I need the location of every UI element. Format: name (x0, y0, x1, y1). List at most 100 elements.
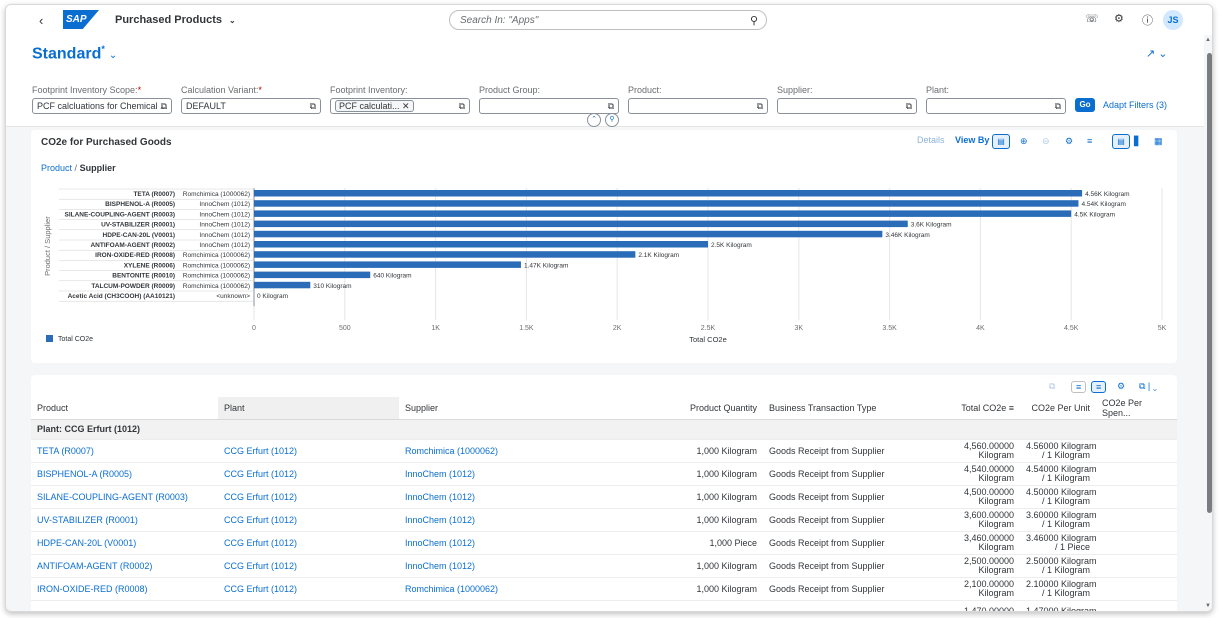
sap-logo[interactable]: SAP (63, 10, 99, 29)
product-link[interactable]: HDPE-CAN-20L (V0001) (31, 531, 218, 555)
token-remove-icon[interactable]: ✕ (402, 101, 410, 111)
bar[interactable] (254, 230, 883, 238)
chart-view-icon[interactable]: ▋ (1134, 136, 1141, 146)
scrollbar-thumb[interactable] (1207, 53, 1212, 513)
chart-table-view-icon[interactable]: ▤ (1112, 134, 1130, 149)
table-row[interactable]: ANTIFOAM-AGENT (R0002) CCG Erfurt (1012) I… (31, 554, 1177, 578)
scroll-up-icon[interactable]: ▲ (1205, 37, 1211, 43)
product-input[interactable]: ⧉ (628, 98, 768, 114)
value-help-icon[interactable]: ⧉ (458, 101, 465, 111)
table-settings-icon[interactable]: ⚙ (1117, 381, 1126, 391)
table-row[interactable]: BISPHENOL-A (R0005) CCG Erfurt (1012) Inno… (31, 462, 1177, 486)
supplier-link[interactable]: InnoChem (1012) (399, 508, 582, 532)
plant-link[interactable]: CCG Erfurt (1012) (218, 531, 399, 555)
breadcrumb-link-product[interactable]: Product (41, 163, 73, 173)
table-row[interactable]: UV-STABILIZER (R0001) CCG Erfurt (1012) In… (31, 508, 1177, 532)
supplier-link[interactable]: InnoChem (1012) (399, 485, 582, 509)
plant-link[interactable]: CCG Erfurt (1012) (218, 577, 399, 601)
copy-icon[interactable]: ⧉ (1049, 381, 1056, 391)
avatar[interactable]: JS (1163, 10, 1183, 30)
product-link[interactable]: TETA (R0007) (31, 439, 218, 463)
bar[interactable] (254, 210, 1072, 217)
legend-toggle-icon[interactable]: ▤ (992, 134, 1010, 149)
collapse-header-icon[interactable]: ⌃ (587, 113, 601, 127)
column-header[interactable]: CO2e Per Spen... (1096, 397, 1177, 420)
column-header[interactable]: Product (31, 397, 218, 420)
bar[interactable] (254, 281, 311, 289)
product-link[interactable]: BISPHENOL-A (R0005) (31, 462, 218, 486)
plant-link[interactable]: CCG Erfurt (1012) (218, 485, 399, 509)
column-header[interactable]: Business Transaction Type (763, 397, 947, 420)
search-icon[interactable]: ⚲ (749, 15, 758, 27)
footprint-inventory-input[interactable]: PCF calculati... ✕ ⧉ (330, 98, 470, 114)
column-header[interactable]: Plant (218, 397, 399, 420)
notification-icon[interactable]: ⚙ (1114, 13, 1124, 25)
product-link[interactable]: SILANE-COUPLING-AGENT (R0003) (31, 485, 218, 509)
product-link[interactable]: ANTIFOAM-AGENT (R0002) (31, 554, 218, 578)
product-link[interactable]: IRON-OXIDE-RED (R0008) (31, 577, 218, 601)
legend-swatch[interactable] (46, 335, 53, 342)
settings-icon[interactable]: ⚙ (1065, 136, 1074, 146)
bar[interactable] (254, 200, 1079, 207)
search-field[interactable]: Search In: "Apps" ⚲ (449, 10, 767, 30)
table-view-icon[interactable]: ▦ (1154, 136, 1163, 146)
supplier-link[interactable]: InnoChem (1012) (399, 554, 582, 578)
value-help-icon[interactable]: ⧉ (905, 101, 912, 111)
table-row[interactable]: 1,470.00000 1.47000 Kilogram (31, 600, 1177, 611)
value-help-icon[interactable]: ⧉ (160, 101, 167, 111)
table-row[interactable]: TETA (R0007) CCG Erfurt (1012) Romchimica … (31, 439, 1177, 463)
adapt-filters-button[interactable]: Adapt Filters (3) (1103, 100, 1168, 110)
value-help-icon[interactable]: ⧉ (756, 101, 763, 111)
zoom-out-icon[interactable]: ⊖ (1042, 136, 1050, 146)
supplier-input[interactable]: ⧉ (777, 98, 917, 114)
plant-link[interactable] (218, 600, 399, 611)
bar[interactable] (254, 271, 371, 279)
product-group-input[interactable]: ⧉ (479, 98, 619, 114)
table-row[interactable]: SILANE-COUPLING-AGENT (R0003) CCG Erfurt … (31, 485, 1177, 509)
bar[interactable] (254, 241, 708, 248)
table-row[interactable]: IRON-OXIDE-RED (R0008) CCG Erfurt (1012) R… (31, 577, 1177, 601)
help-icon[interactable]: ⓘ (1142, 15, 1153, 27)
value-help-icon[interactable]: ⧉ (1054, 101, 1061, 111)
export-icon[interactable]: ⧉ | ⌄ (1139, 381, 1158, 391)
column-header-sorted[interactable]: Total CO2e ≡ (947, 397, 1020, 420)
pin-header-icon[interactable]: ⚲ (605, 113, 619, 127)
plant-link[interactable]: CCG Erfurt (1012) (218, 462, 399, 486)
supplier-link[interactable]: Romchimica (1000062) (399, 439, 582, 463)
plant-link[interactable]: CCG Erfurt (1012) (218, 554, 399, 578)
sort-icon[interactable]: ≡ (1087, 136, 1093, 146)
product-link[interactable] (31, 600, 218, 611)
view-by-button[interactable]: View By (955, 135, 990, 145)
calculation-variant-input[interactable]: DEFAULT ⧉ (181, 98, 321, 114)
bar[interactable] (254, 220, 908, 228)
plant-link[interactable]: CCG Erfurt (1012) (218, 508, 399, 532)
share-icon[interactable]: ↗ ⌄ (1146, 48, 1168, 60)
column-header[interactable]: CO2e Per Unit (1020, 397, 1096, 420)
variant-selector[interactable]: Standard*⌄ (32, 44, 117, 63)
back-icon[interactable]: ‹ (39, 13, 44, 28)
app-title-menu[interactable]: Purchased Products ⌄ (115, 14, 236, 26)
zoom-in-icon[interactable]: ⊕ (1020, 136, 1028, 146)
supplier-link[interactable] (399, 600, 582, 611)
footprint-scope-input[interactable]: PCF calcluations for Chemical ... ⧉ (32, 98, 172, 114)
value-help-icon[interactable]: ⧉ (607, 101, 614, 111)
value-help-icon[interactable]: ⧉ (309, 101, 316, 111)
details-button[interactable]: Details (917, 135, 945, 145)
expand-rows-icon[interactable]: ≡ (1091, 381, 1107, 393)
column-header[interactable]: Product Quantity (582, 397, 763, 420)
group-header-row[interactable]: Plant: CCG Erfurt (1012) (31, 419, 1177, 440)
bar[interactable] (254, 190, 1083, 197)
supplier-link[interactable]: Romchimica (1000062) (399, 577, 582, 601)
supplier-link[interactable]: InnoChem (1012) (399, 462, 582, 486)
plant-input[interactable]: ⧉ (926, 98, 1066, 114)
table-row[interactable]: HDPE-CAN-20L (V0001) CCG Erfurt (1012) Inn… (31, 531, 1177, 555)
column-header[interactable]: Supplier (399, 397, 582, 420)
supplier-link[interactable]: InnoChem (1012) (399, 531, 582, 555)
go-button[interactable]: Go (1075, 98, 1095, 112)
headset-icon[interactable]: ☏ (1085, 13, 1099, 25)
product-link[interactable]: UV-STABILIZER (R0001) (31, 508, 218, 532)
scroll-down-icon[interactable]: ▼ (1205, 603, 1211, 609)
plant-link[interactable]: CCG Erfurt (1012) (218, 439, 399, 463)
filter-token[interactable]: PCF calculati... ✕ (335, 100, 414, 112)
bar[interactable] (254, 261, 521, 268)
